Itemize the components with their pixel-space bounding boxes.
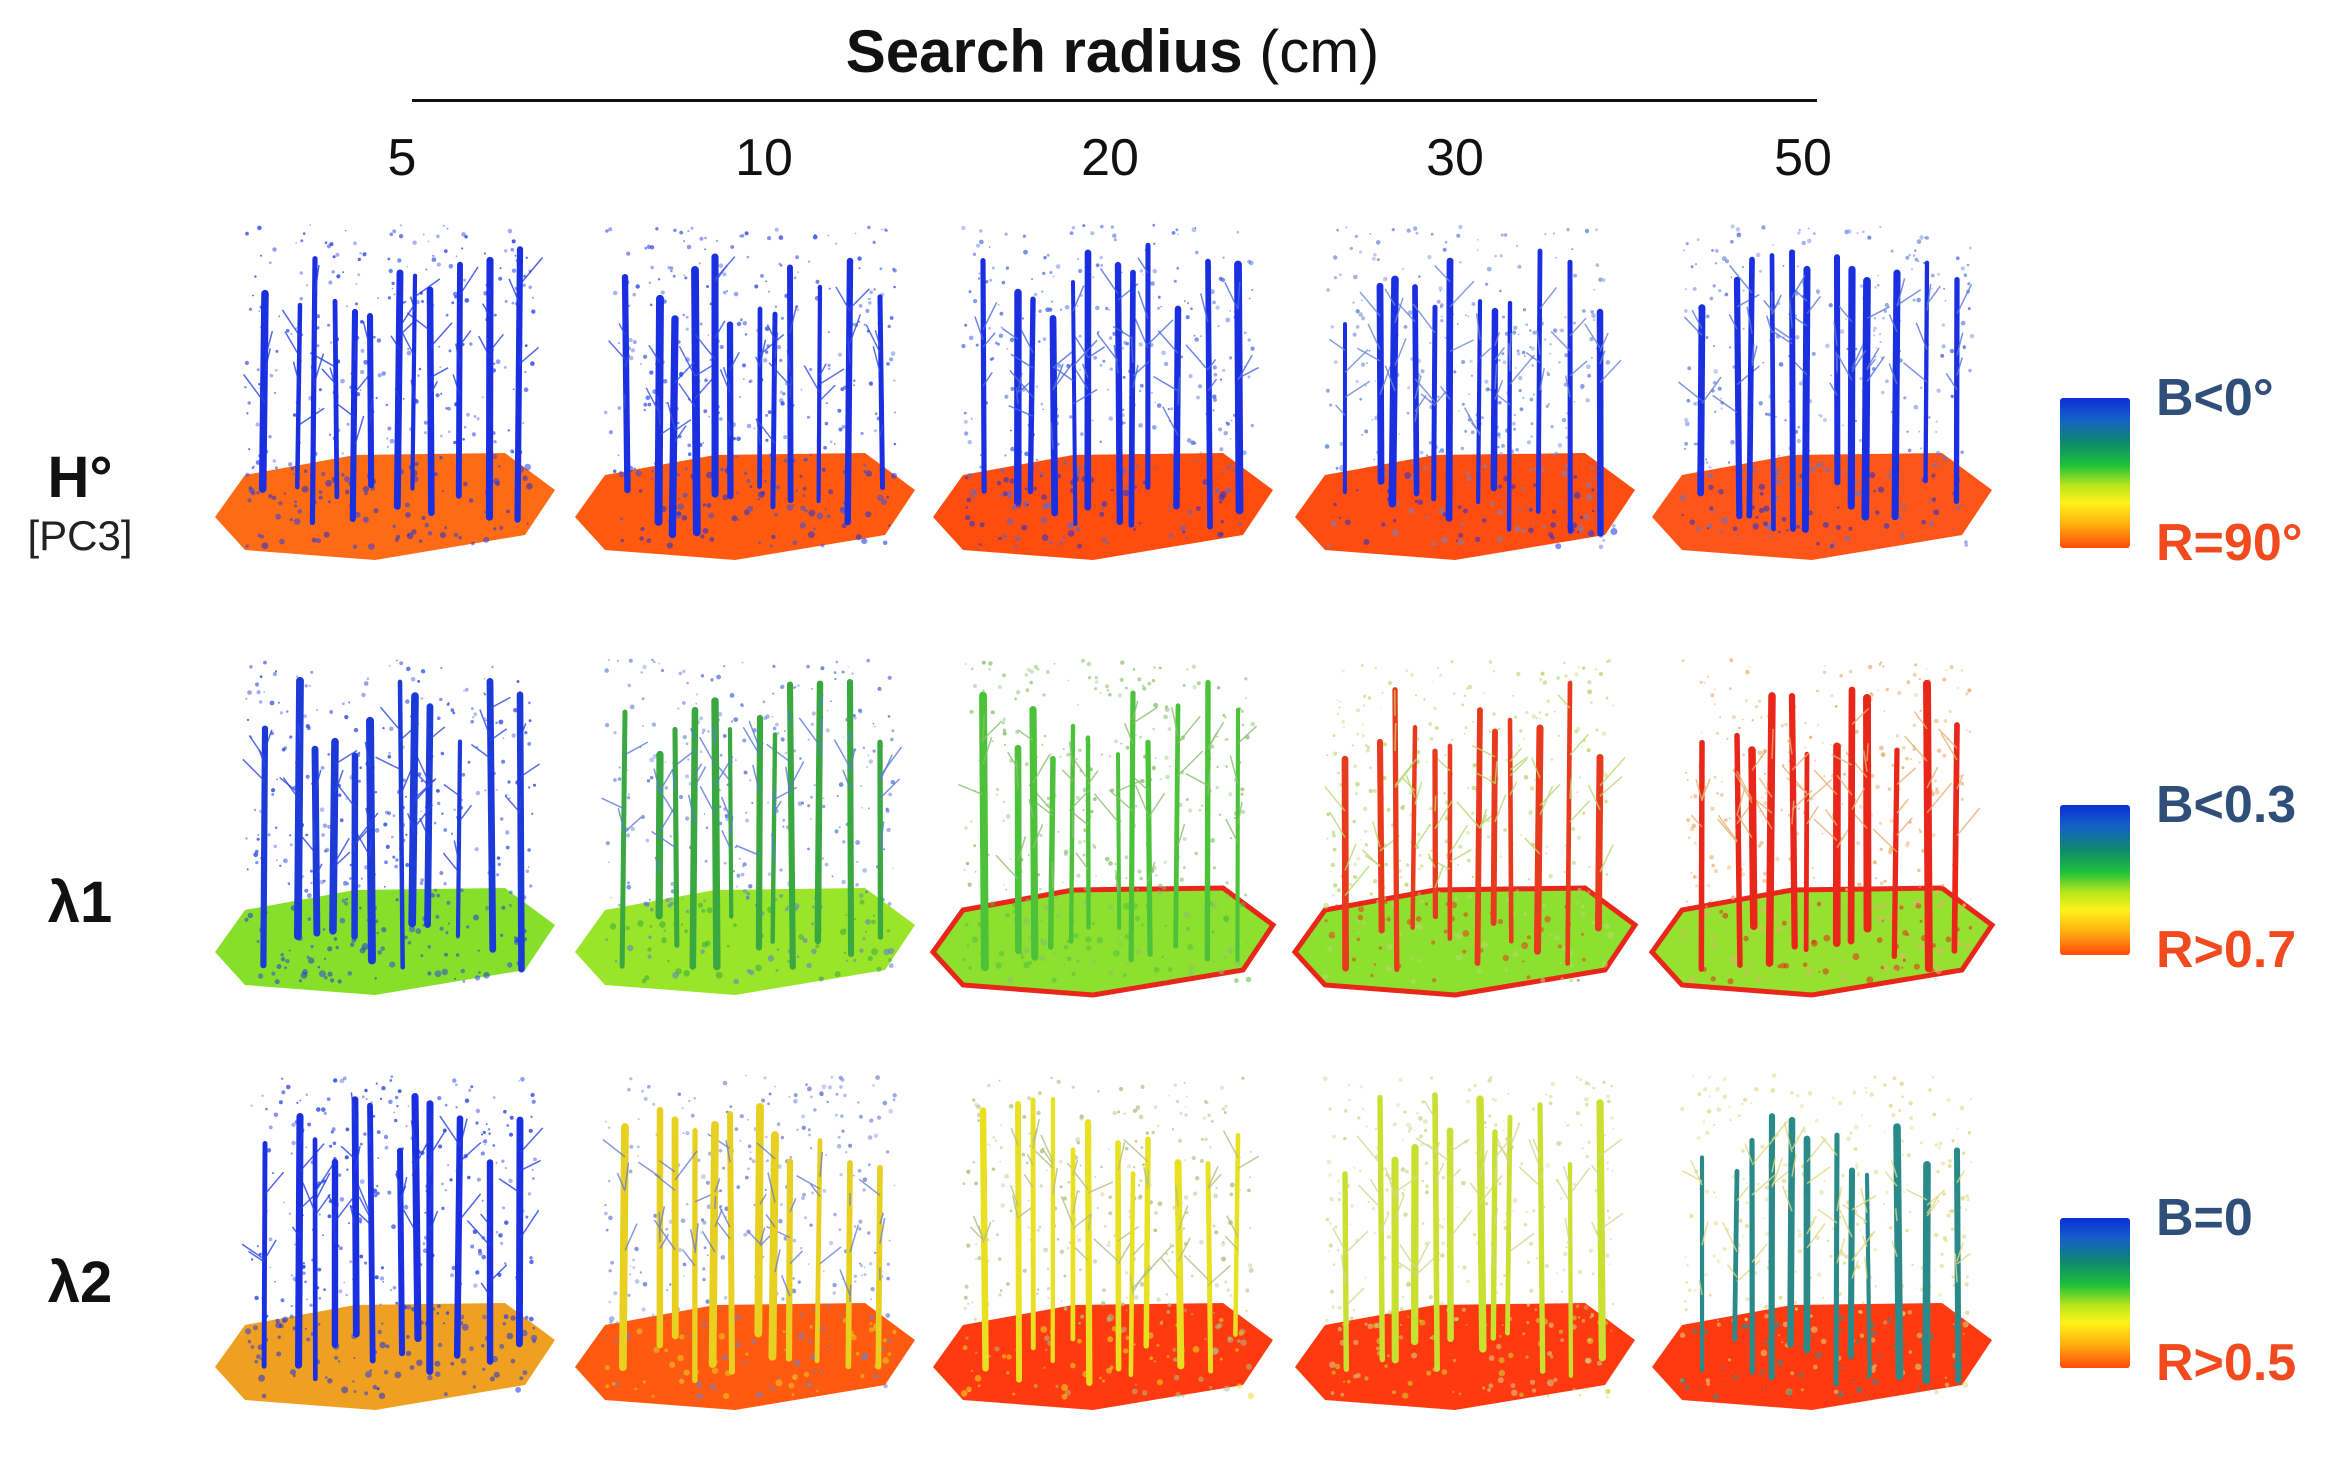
colorbar xyxy=(2060,805,2130,955)
colorbar-bottom-label: R>0.7 xyxy=(2156,921,2297,979)
point-cloud-panel xyxy=(1291,658,1639,998)
ground-speckle xyxy=(1325,1315,1613,1399)
point-cloud-panel xyxy=(575,658,915,995)
canopy-points xyxy=(1681,658,1972,911)
canopy-points xyxy=(1683,224,1975,477)
point-cloud-panel xyxy=(215,224,555,560)
column-label-10: 10 xyxy=(735,129,793,187)
tree-stems xyxy=(1324,680,1626,972)
column-label-30: 30 xyxy=(1426,129,1484,187)
ground-speckle xyxy=(605,899,895,985)
tree-stems xyxy=(602,1103,886,1384)
point-cloud-panel xyxy=(933,223,1273,560)
column-label-50: 50 xyxy=(1774,129,1832,187)
point-cloud-panel xyxy=(575,1074,915,1410)
ground-speckle xyxy=(960,1314,1254,1400)
canopy-points xyxy=(604,1074,897,1327)
row-label: λ2 xyxy=(0,1250,160,1316)
colorbar-top-label: B<0° xyxy=(2156,369,2274,427)
point-cloud-panel xyxy=(1652,1073,1992,1410)
point-cloud-panel xyxy=(1652,224,1992,560)
row-label-main: λ1 xyxy=(47,870,113,935)
colorbar-bottom-label: R>0.5 xyxy=(2156,1334,2297,1392)
row-label-sub: [PC3] xyxy=(27,512,133,559)
tree-stems xyxy=(974,242,1259,530)
row-label-main: λ2 xyxy=(47,1250,113,1315)
colorbar-top-label: B<0.3 xyxy=(2156,776,2297,834)
ground-surface xyxy=(575,888,915,995)
colorbar-bottom-label: R=90° xyxy=(2156,514,2303,572)
tree-stems xyxy=(1677,249,1973,533)
figure-title: Search radius (cm) xyxy=(410,14,1815,90)
point-cloud-panel xyxy=(1295,224,1635,560)
tree-stems xyxy=(969,1096,1260,1386)
point-cloud-panel xyxy=(215,659,555,995)
tree-stems xyxy=(242,676,541,973)
column-label-20: 20 xyxy=(1081,129,1139,187)
colorbar-top-label: B=0 xyxy=(2156,1189,2253,1247)
point-cloud-panel xyxy=(933,1076,1273,1410)
ground-speckle xyxy=(1322,900,1614,985)
tree-stems xyxy=(601,678,903,971)
tree-stems xyxy=(1681,1113,1970,1387)
point-cloud-panel xyxy=(1648,658,1996,998)
row-label-main: H° xyxy=(47,445,113,510)
tree-stems xyxy=(958,679,1258,972)
ground-surface xyxy=(215,453,555,560)
canopy-points xyxy=(250,1075,537,1326)
colorbar xyxy=(2060,1218,2130,1368)
title-bold: Search radius xyxy=(845,18,1243,85)
column-label-5: 5 xyxy=(387,129,417,187)
canopy-points xyxy=(1322,1076,1615,1327)
tree-stems xyxy=(1690,679,1981,973)
point-cloud-panel xyxy=(1295,1076,1635,1410)
tree-stems xyxy=(1328,248,1622,537)
tree-stems xyxy=(608,253,886,539)
ground-speckle xyxy=(1679,1315,1969,1400)
colorbar xyxy=(2060,398,2130,548)
title-unit: (cm) xyxy=(1259,18,1380,85)
canopy-points xyxy=(963,658,1255,909)
tree-stems xyxy=(1332,1092,1624,1378)
row-label: H° [PC3] xyxy=(0,445,160,561)
title-rule xyxy=(412,99,1817,102)
tree-stems xyxy=(241,1092,544,1382)
tree-stems xyxy=(242,246,544,526)
point-cloud-panel xyxy=(575,225,915,560)
row-label: λ1 xyxy=(0,870,160,936)
point-cloud-panel xyxy=(929,658,1277,998)
point-cloud-panel xyxy=(215,1075,555,1410)
ground-speckle xyxy=(1680,901,1973,985)
